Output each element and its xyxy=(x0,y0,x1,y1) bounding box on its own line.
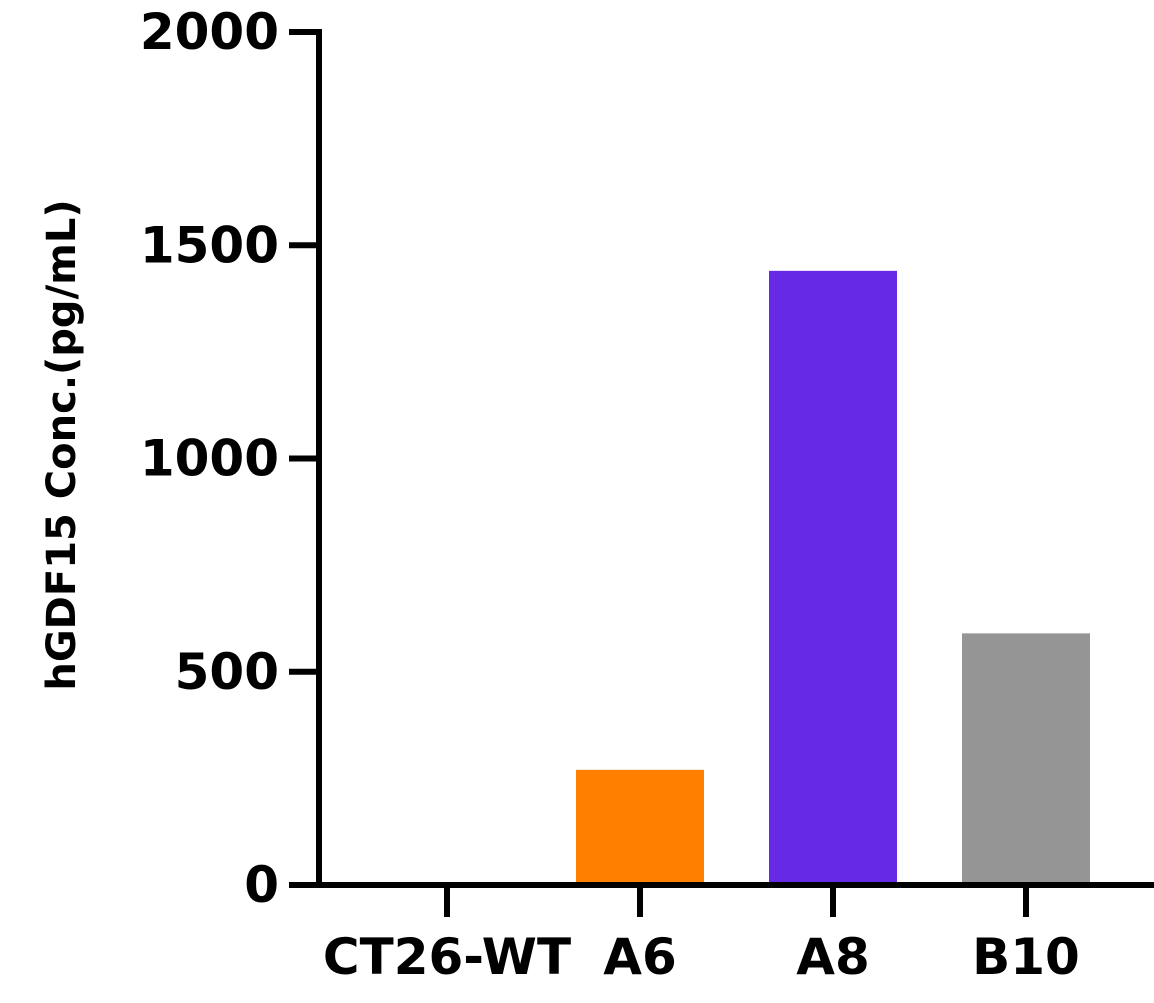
x-tick-label-ct26-wt: CT26-WT xyxy=(323,928,571,986)
y-axis: 0 500 1000 1500 2000 xyxy=(140,3,322,914)
y-tick-label: 0 xyxy=(244,856,279,914)
y-tick-label: 2000 xyxy=(140,3,279,61)
y-tick-label: 1000 xyxy=(140,430,279,488)
x-axis: CT26-WT A6 A8 B10 xyxy=(316,882,1154,986)
x-tick-label-b10: B10 xyxy=(972,928,1080,986)
x-tick-label-a8: A8 xyxy=(796,928,870,986)
y-axis-title: hGDF15 Conc.(pg/mL) xyxy=(39,199,85,690)
y-tick-label: 1500 xyxy=(140,216,279,274)
bars-group xyxy=(576,270,1090,886)
x-tick-label-a6: A6 xyxy=(603,928,677,986)
y-tick-label: 500 xyxy=(175,643,279,701)
bar-a6 xyxy=(576,769,704,885)
bar-b10 xyxy=(962,633,1090,885)
bar-a8 xyxy=(769,270,897,886)
